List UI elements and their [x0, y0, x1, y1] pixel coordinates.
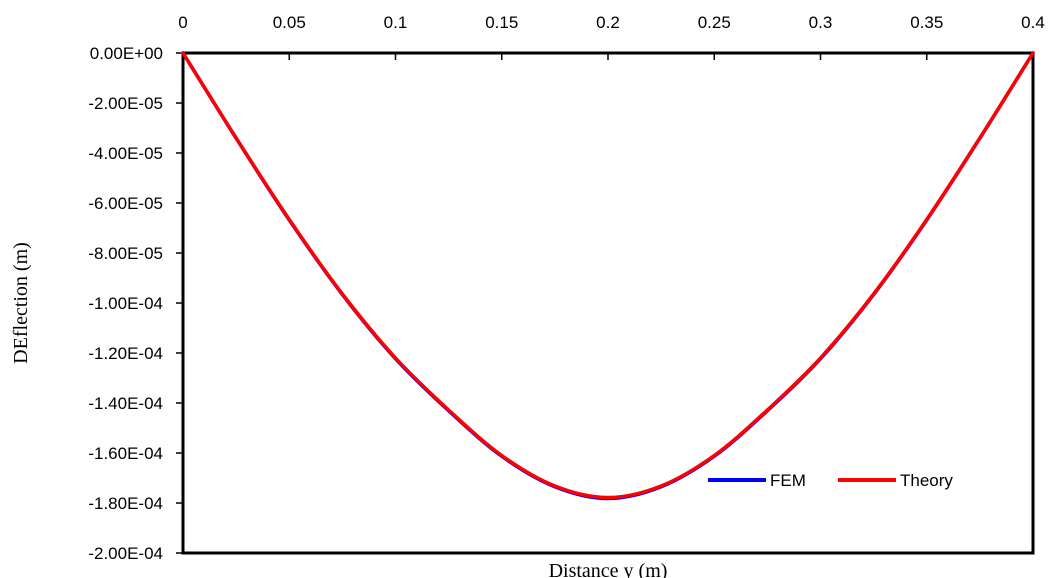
y-tick-label: -2.00E-04 — [88, 544, 163, 563]
y-tick-label: -8.00E-05 — [88, 244, 163, 263]
x-tick-label: 0.25 — [698, 13, 731, 32]
x-tick-label: 0.05 — [273, 13, 306, 32]
y-tick-label: -6.00E-05 — [88, 194, 163, 213]
legend-label-fem: FEM — [770, 471, 806, 490]
y-tick-label: -4.00E-05 — [88, 144, 163, 163]
y-tick-label: -1.20E-04 — [88, 344, 163, 363]
series-layer — [181, 51, 1035, 501]
y-tick-label: -1.00E-04 — [88, 294, 163, 313]
series-line-theory — [181, 51, 1035, 500]
y-tick-label: -1.60E-04 — [88, 444, 163, 463]
y-axis-title: DEflection (m) — [10, 242, 32, 364]
y-tick-label: 0.00E+00 — [90, 44, 163, 63]
x-tick-label: 0.35 — [910, 13, 943, 32]
x-axis-title: Distance y (m) — [549, 560, 668, 578]
x-tick-label: 0.4 — [1021, 13, 1045, 32]
legend-label-theory: Theory — [900, 471, 953, 490]
x-tick-label: 0.3 — [809, 13, 833, 32]
x-axis-ticks: 0 0.05 0.1 0.15 0.2 0.25 0.3 0.35 0.4 — [178, 13, 1045, 60]
y-tick-label: -1.80E-04 — [88, 494, 163, 513]
plot-area — [181, 51, 1035, 555]
x-tick-label: 0.1 — [384, 13, 408, 32]
x-tick-label: 0.15 — [485, 13, 518, 32]
legend: FEM Theory — [708, 471, 953, 490]
x-tick-label: 0 — [178, 13, 187, 32]
x-tick-label: 0.2 — [596, 13, 620, 32]
y-tick-label: -1.40E-04 — [88, 394, 163, 413]
y-axis-ticks: 0.00E+00 -2.00E-05 -4.00E-05 -6.00E-05 -8.00… — [88, 44, 183, 563]
y-tick-label: -2.00E-05 — [88, 94, 163, 113]
